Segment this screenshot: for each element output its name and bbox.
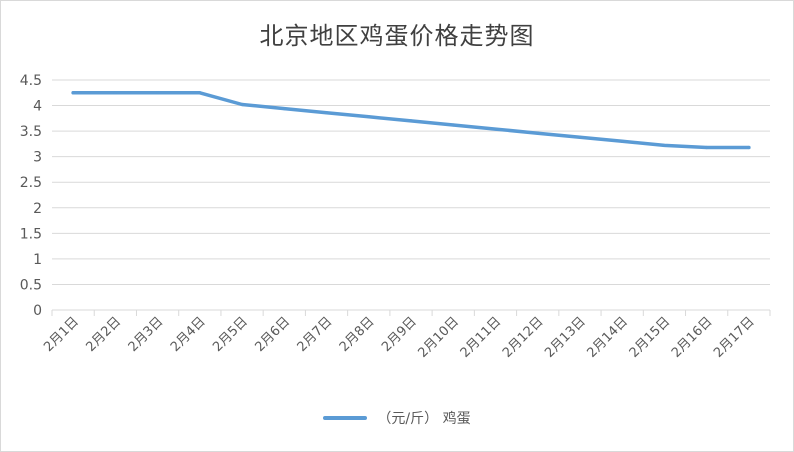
- x-tick-label: 2月11日: [458, 314, 505, 361]
- data-point: [367, 115, 371, 119]
- y-tick-label: 3.5: [20, 124, 42, 140]
- x-tick-label: 2月17日: [711, 314, 758, 361]
- chart-title: 北京地区鸡蛋价格走势图: [259, 22, 535, 50]
- y-tick-label: 1.5: [20, 226, 42, 242]
- data-point: [409, 119, 413, 123]
- data-point: [71, 91, 75, 95]
- y-tick-label: 1: [33, 252, 42, 268]
- data-point: [620, 139, 624, 143]
- data-point: [155, 91, 160, 95]
- data-point: [198, 91, 202, 95]
- x-tick-label: 2月1日: [41, 314, 82, 355]
- y-tick-label: 2: [33, 201, 42, 217]
- legend: （元/斤） 鸡蛋: [0, 408, 794, 428]
- data-point: [705, 145, 709, 150]
- x-tick-label: 2月4日: [168, 314, 209, 355]
- y-tick-label: 4.5: [20, 73, 42, 89]
- x-tick-label: 2月2日: [83, 314, 124, 355]
- legend-label: （元/斤） 鸡蛋: [377, 411, 471, 427]
- data-point: [662, 143, 667, 148]
- x-tick-label: 2月7日: [295, 314, 336, 355]
- y-tick-label: 4: [33, 99, 42, 115]
- data-point: [240, 102, 244, 107]
- x-tick-label: 2月6日: [252, 314, 293, 355]
- legend-swatch: [323, 416, 368, 420]
- x-tick-label: 2月10日: [416, 314, 463, 361]
- x-tick-label: 2月13日: [542, 314, 589, 361]
- data-point: [324, 111, 329, 115]
- y-tick-label: 0: [33, 303, 42, 319]
- y-tick-label: 2.5: [20, 175, 42, 191]
- y-tick-label: 0.5: [20, 277, 42, 293]
- x-tick-label: 2月12日: [500, 314, 547, 361]
- data-point: [536, 131, 540, 135]
- x-tick-label: 2月15日: [627, 314, 674, 361]
- x-tick-label: 2月3日: [126, 314, 167, 355]
- data-point: [578, 135, 582, 139]
- x-tick-label: 2月16日: [669, 314, 716, 361]
- data-point: [282, 107, 286, 111]
- y-tick-label: 3: [33, 150, 42, 166]
- data-point: [113, 91, 117, 95]
- data-point: [493, 127, 498, 131]
- x-tick-label: 2月5日: [210, 314, 251, 355]
- data-point: [451, 123, 455, 127]
- data-point: [747, 145, 751, 150]
- x-tick-label: 2月9日: [379, 314, 420, 355]
- x-tick-label: 2月8日: [337, 314, 378, 355]
- x-tick-label: 2月14日: [584, 314, 631, 361]
